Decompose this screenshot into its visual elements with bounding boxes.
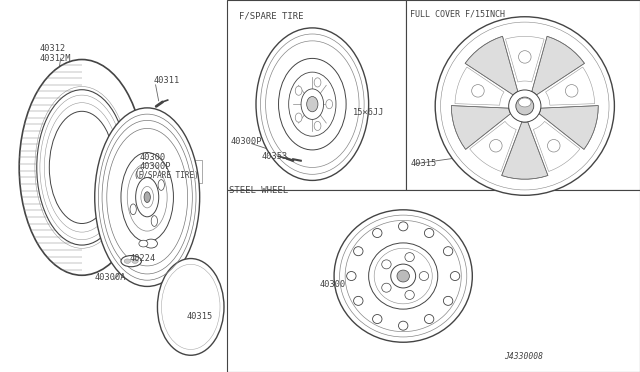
- Polygon shape: [532, 36, 584, 95]
- Ellipse shape: [136, 177, 159, 217]
- Polygon shape: [455, 67, 504, 105]
- Ellipse shape: [141, 186, 154, 208]
- Text: FULL COVER F/15INCH: FULL COVER F/15INCH: [410, 10, 504, 19]
- Ellipse shape: [289, 72, 336, 136]
- Ellipse shape: [405, 253, 414, 262]
- Text: J4330008: J4330008: [504, 352, 543, 361]
- Ellipse shape: [516, 97, 534, 115]
- Ellipse shape: [139, 240, 148, 247]
- Ellipse shape: [490, 140, 502, 152]
- Polygon shape: [451, 106, 511, 150]
- Text: STEEL WHEEL: STEEL WHEEL: [229, 186, 288, 195]
- Ellipse shape: [307, 97, 318, 112]
- Ellipse shape: [354, 247, 363, 256]
- Ellipse shape: [372, 228, 382, 237]
- Ellipse shape: [381, 260, 391, 269]
- Ellipse shape: [301, 89, 324, 119]
- Ellipse shape: [132, 259, 138, 263]
- Ellipse shape: [369, 243, 438, 309]
- Ellipse shape: [326, 100, 333, 109]
- Ellipse shape: [130, 204, 136, 215]
- Ellipse shape: [137, 168, 143, 179]
- Ellipse shape: [399, 222, 408, 231]
- Ellipse shape: [397, 270, 410, 282]
- Ellipse shape: [347, 272, 356, 280]
- Text: 40300A: 40300A: [95, 273, 126, 282]
- Ellipse shape: [95, 108, 200, 286]
- Polygon shape: [465, 36, 518, 95]
- Bar: [227, 190, 640, 372]
- Bar: [406, 0, 640, 190]
- Ellipse shape: [36, 90, 127, 245]
- Text: 15×6JJ: 15×6JJ: [353, 108, 385, 117]
- Text: 40315: 40315: [410, 158, 436, 167]
- Ellipse shape: [127, 163, 167, 231]
- Polygon shape: [533, 121, 580, 171]
- Ellipse shape: [354, 296, 363, 305]
- Polygon shape: [506, 36, 544, 82]
- Ellipse shape: [391, 264, 415, 288]
- Text: 40300P: 40300P: [230, 137, 262, 146]
- Ellipse shape: [399, 321, 408, 330]
- Ellipse shape: [547, 140, 560, 152]
- Text: 40300: 40300: [320, 280, 346, 289]
- Ellipse shape: [451, 272, 460, 280]
- Ellipse shape: [518, 98, 531, 107]
- Ellipse shape: [158, 180, 164, 190]
- Text: 40224: 40224: [129, 254, 156, 263]
- Ellipse shape: [381, 283, 391, 292]
- Ellipse shape: [444, 296, 452, 305]
- Ellipse shape: [435, 17, 614, 195]
- Polygon shape: [470, 121, 516, 171]
- Ellipse shape: [314, 78, 321, 87]
- Ellipse shape: [295, 86, 302, 95]
- Ellipse shape: [405, 291, 414, 299]
- Text: F/SPARE TIRE: F/SPARE TIRE: [239, 12, 303, 20]
- Bar: [0, 0, 227, 372]
- Ellipse shape: [124, 259, 131, 263]
- Text: 40311: 40311: [154, 76, 180, 85]
- Polygon shape: [502, 122, 548, 179]
- Ellipse shape: [19, 60, 145, 275]
- Text: 40300: 40300: [140, 153, 166, 162]
- Polygon shape: [539, 106, 598, 150]
- Text: 40315: 40315: [187, 312, 213, 321]
- Ellipse shape: [121, 153, 173, 242]
- Bar: [227, 0, 406, 190]
- Ellipse shape: [472, 84, 484, 97]
- Ellipse shape: [145, 239, 157, 248]
- Ellipse shape: [372, 315, 382, 324]
- Ellipse shape: [565, 84, 578, 97]
- Text: (F/SPARE TIRE): (F/SPARE TIRE): [134, 171, 199, 180]
- Ellipse shape: [419, 272, 429, 280]
- Ellipse shape: [314, 121, 321, 131]
- Ellipse shape: [334, 210, 472, 342]
- Ellipse shape: [121, 256, 141, 267]
- Ellipse shape: [144, 192, 150, 202]
- Ellipse shape: [151, 216, 157, 227]
- Text: 40353: 40353: [261, 152, 287, 161]
- Ellipse shape: [424, 228, 434, 237]
- Ellipse shape: [424, 315, 434, 324]
- Text: 40312: 40312: [40, 44, 66, 53]
- Ellipse shape: [295, 113, 302, 122]
- Ellipse shape: [509, 90, 541, 122]
- Ellipse shape: [157, 259, 224, 355]
- Ellipse shape: [444, 247, 452, 256]
- Ellipse shape: [278, 58, 346, 150]
- Ellipse shape: [49, 111, 115, 224]
- Ellipse shape: [518, 51, 531, 63]
- Text: 40312M: 40312M: [40, 54, 71, 63]
- Polygon shape: [545, 67, 595, 105]
- Ellipse shape: [256, 28, 369, 180]
- Text: 40300P: 40300P: [140, 161, 171, 170]
